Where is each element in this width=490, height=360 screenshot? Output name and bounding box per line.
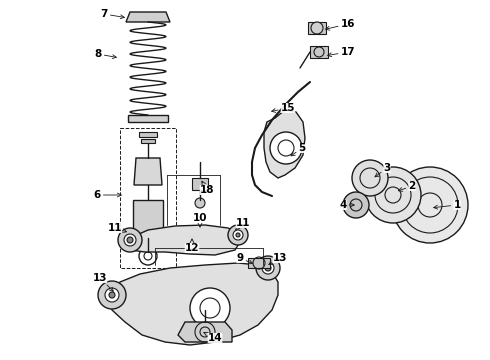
Polygon shape <box>130 225 240 255</box>
Text: 18: 18 <box>200 181 214 195</box>
Circle shape <box>195 198 205 208</box>
Circle shape <box>105 288 119 302</box>
Circle shape <box>236 233 240 237</box>
Circle shape <box>392 167 468 243</box>
Circle shape <box>365 167 421 223</box>
Text: 15: 15 <box>271 103 295 113</box>
Polygon shape <box>310 46 328 58</box>
Text: 13: 13 <box>269 253 287 265</box>
Polygon shape <box>248 258 270 268</box>
Circle shape <box>228 225 248 245</box>
Circle shape <box>109 292 115 298</box>
Polygon shape <box>110 263 278 345</box>
Text: 1: 1 <box>434 200 461 210</box>
Circle shape <box>311 22 323 34</box>
Text: 11: 11 <box>235 218 250 230</box>
Circle shape <box>270 132 302 164</box>
Text: 5: 5 <box>291 143 306 156</box>
Circle shape <box>256 256 280 280</box>
Text: 14: 14 <box>204 332 222 343</box>
Circle shape <box>190 288 230 328</box>
Text: 11: 11 <box>108 223 126 233</box>
Polygon shape <box>134 158 162 185</box>
Text: 6: 6 <box>94 190 122 200</box>
Text: 16: 16 <box>326 19 355 30</box>
Polygon shape <box>192 178 208 190</box>
Bar <box>120 128 176 268</box>
Circle shape <box>343 192 369 218</box>
Text: 13: 13 <box>93 273 113 291</box>
Text: 17: 17 <box>328 47 355 57</box>
Text: 2: 2 <box>398 181 416 191</box>
Circle shape <box>124 234 136 246</box>
Polygon shape <box>133 200 163 238</box>
Circle shape <box>352 160 388 196</box>
Polygon shape <box>126 12 170 22</box>
Text: 8: 8 <box>95 49 116 59</box>
Circle shape <box>265 265 271 271</box>
Text: 3: 3 <box>375 163 391 177</box>
Text: 12: 12 <box>185 239 199 253</box>
Polygon shape <box>141 139 155 143</box>
Polygon shape <box>178 322 232 342</box>
Text: 4: 4 <box>339 200 354 210</box>
Text: 7: 7 <box>100 9 124 19</box>
Polygon shape <box>308 22 326 34</box>
Polygon shape <box>139 132 157 137</box>
Circle shape <box>233 230 243 240</box>
Circle shape <box>118 228 142 252</box>
Circle shape <box>98 281 126 309</box>
Circle shape <box>262 262 274 274</box>
Text: 9: 9 <box>237 253 253 264</box>
Text: 10: 10 <box>193 213 207 227</box>
Polygon shape <box>264 110 305 178</box>
Circle shape <box>127 237 133 243</box>
Polygon shape <box>128 115 168 122</box>
